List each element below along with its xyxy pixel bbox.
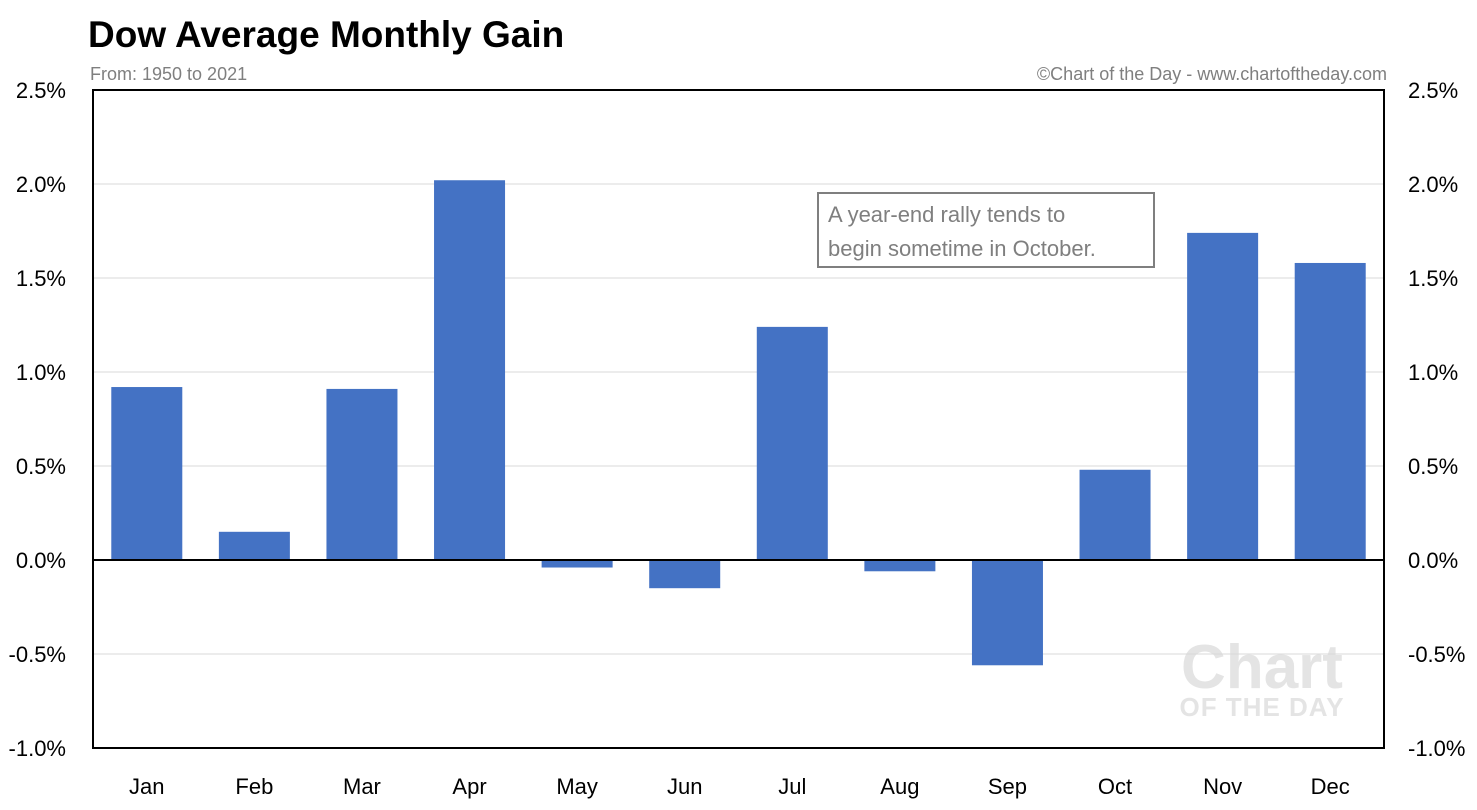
x-tick-label: Jul — [778, 774, 806, 799]
annotation-line-1: A year-end rally tends to — [828, 202, 1065, 227]
y-tick-label-right: 0.0% — [1408, 548, 1458, 573]
y-tick-label-left: 0.5% — [16, 454, 66, 479]
bar-feb — [218, 531, 290, 560]
bar-oct — [1079, 469, 1151, 560]
y-tick-label-right: 1.0% — [1408, 360, 1458, 385]
x-tick-label: May — [556, 774, 598, 799]
y-tick-label-left: -0.5% — [9, 642, 66, 667]
bar-jun — [649, 560, 721, 589]
watermark-line-2: OF THE DAY — [1179, 692, 1344, 722]
y-tick-label-left: 2.5% — [16, 78, 66, 103]
annotation-frame — [817, 192, 1155, 268]
y-tick-label-right: -0.5% — [1408, 642, 1465, 667]
x-tick-label: Feb — [235, 774, 273, 799]
annotation-line-2: begin sometime in October. — [828, 236, 1096, 261]
bars — [111, 180, 1366, 666]
y-tick-label-left: 1.5% — [16, 266, 66, 291]
plot-frame — [92, 89, 1385, 749]
bar-apr — [434, 180, 506, 561]
x-tick-label: Dec — [1311, 774, 1350, 799]
y-tick-label-left: -1.0% — [9, 736, 66, 761]
bar-jan — [111, 387, 183, 560]
axes — [92, 89, 1385, 749]
y-tick-label-left: 2.0% — [16, 172, 66, 197]
x-tick-label: Jan — [129, 774, 164, 799]
bar-sep — [971, 560, 1043, 666]
bar-may — [541, 560, 613, 568]
bar-jul — [756, 326, 828, 560]
y-tick-label-right: 1.5% — [1408, 266, 1458, 291]
x-tick-label: Nov — [1203, 774, 1242, 799]
x-tick-label: Jun — [667, 774, 702, 799]
chart-subtitle: From: 1950 to 2021 — [90, 64, 247, 84]
y-tick-label-right: 2.5% — [1408, 78, 1458, 103]
annotation-box: A year-end rally tends to begin sometime… — [817, 192, 1155, 268]
x-tick-label: Aug — [880, 774, 919, 799]
watermark-line-1: Chart — [1181, 633, 1343, 702]
y-tick-label-left: 1.0% — [16, 360, 66, 385]
x-axis: Jan Feb Mar Apr May Jun Jul Aug Sep Oct Nov Dec — [129, 774, 1350, 799]
y-tick-label-right: -1.0% — [1408, 736, 1465, 761]
bar-mar — [326, 388, 398, 560]
x-tick-label: Oct — [1098, 774, 1132, 799]
x-tick-label: Apr — [452, 774, 486, 799]
y-axis-left: -1.0% -0.5% 0.0% 0.5% 1.0% 1.5% 2.0% 2.5% — [9, 78, 66, 761]
watermark-logo: Chart OF THE DAY — [1179, 633, 1344, 722]
gridlines — [93, 183, 1384, 655]
x-tick-label: Mar — [343, 774, 381, 799]
bar-dec — [1294, 262, 1366, 560]
bar-nov — [1187, 232, 1259, 560]
chart-credit: ©Chart of the Day - www.chartoftheday.co… — [1037, 64, 1387, 84]
bar-aug — [864, 560, 936, 572]
y-axis-right: -1.0% -0.5% 0.0% 0.5% 1.0% 1.5% 2.0% 2.5% — [1408, 78, 1465, 761]
y-tick-label-right: 2.0% — [1408, 172, 1458, 197]
y-tick-label-left: 0.0% — [16, 548, 66, 573]
y-tick-label-right: 0.5% — [1408, 454, 1458, 479]
x-tick-label: Sep — [988, 774, 1027, 799]
chart-title: Dow Average Monthly Gain — [88, 14, 564, 55]
